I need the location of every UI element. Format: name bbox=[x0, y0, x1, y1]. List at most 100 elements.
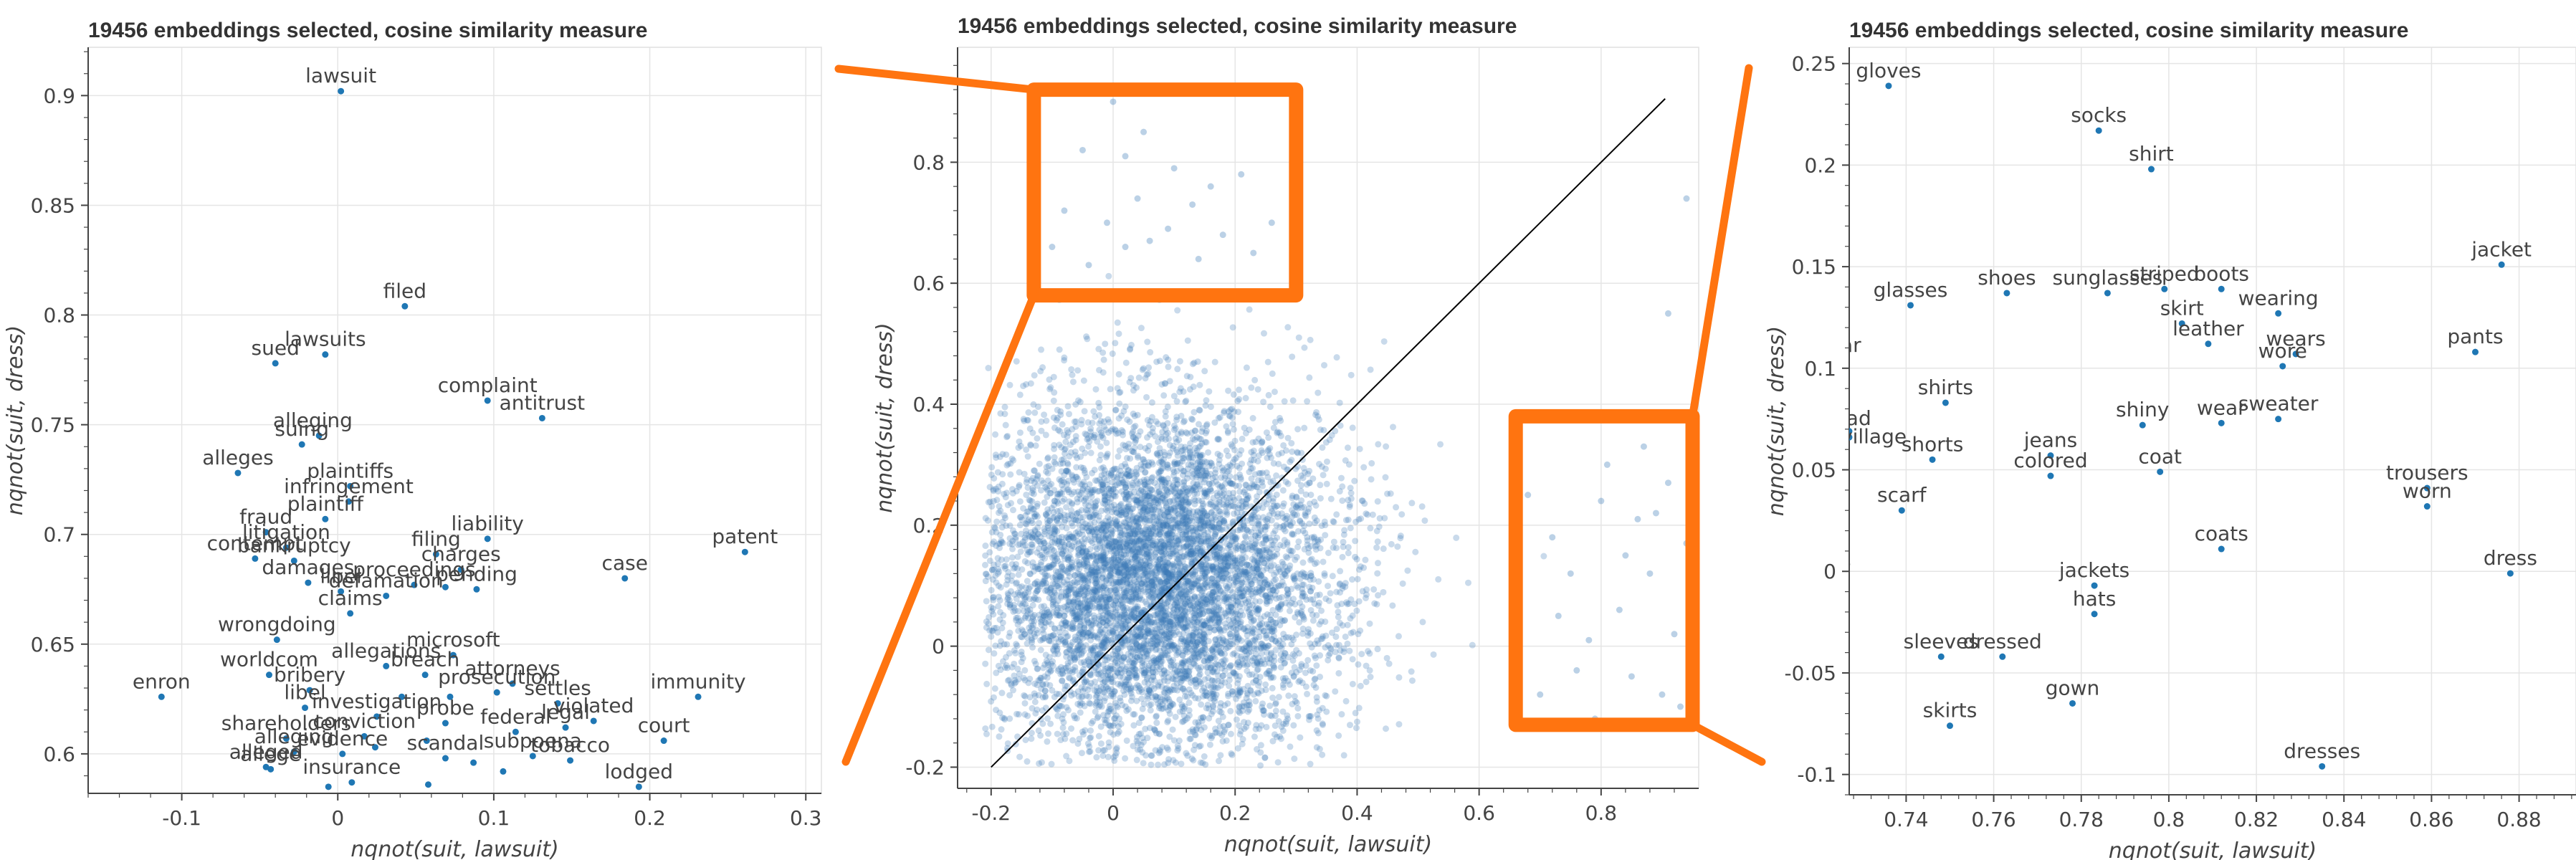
data-point bbox=[509, 680, 516, 687]
data-point bbox=[1131, 444, 1138, 452]
data-point bbox=[1239, 555, 1246, 563]
data-point bbox=[1404, 567, 1411, 574]
data-point bbox=[1305, 505, 1312, 512]
data-point bbox=[339, 750, 346, 758]
data-point bbox=[1092, 386, 1099, 393]
data-point bbox=[1165, 363, 1172, 371]
data-point bbox=[1013, 358, 1020, 365]
data-point bbox=[1069, 439, 1077, 446]
data-point bbox=[1130, 512, 1137, 520]
data-point bbox=[1234, 661, 1241, 668]
data-point bbox=[1053, 611, 1060, 618]
data-point bbox=[1195, 612, 1202, 619]
data-point bbox=[1085, 658, 1092, 665]
data-point bbox=[1306, 467, 1313, 474]
data-point bbox=[1024, 604, 1031, 611]
data-point bbox=[1327, 590, 1334, 597]
data-point bbox=[1037, 368, 1044, 375]
word-label: libel bbox=[320, 564, 361, 588]
data-point bbox=[1257, 742, 1264, 749]
data-point bbox=[1180, 516, 1187, 523]
data-point bbox=[1092, 699, 1099, 707]
word-labels: lawsuitfiledlawsuitssuedcomplaintantitru… bbox=[133, 64, 778, 783]
data-point bbox=[1099, 520, 1107, 527]
data-point bbox=[1201, 522, 1208, 530]
data-point bbox=[1228, 609, 1235, 616]
data-point bbox=[1179, 497, 1186, 504]
data-point bbox=[1178, 606, 1186, 613]
data-point bbox=[1170, 483, 1177, 490]
word-label: microsoft bbox=[406, 628, 500, 651]
data-point bbox=[1223, 447, 1230, 454]
data-point bbox=[1041, 545, 1048, 552]
word-label: alleges bbox=[202, 446, 274, 469]
data-point bbox=[1004, 740, 1011, 747]
data-point bbox=[1179, 666, 1186, 674]
data-point bbox=[1211, 530, 1218, 538]
data-point bbox=[1133, 756, 1140, 763]
data-point bbox=[1176, 696, 1183, 703]
data-point bbox=[1293, 582, 1300, 589]
data-point bbox=[1231, 408, 1238, 415]
data-point bbox=[1271, 388, 1278, 396]
data-point bbox=[1070, 489, 1077, 496]
data-point bbox=[1107, 386, 1114, 393]
data-point bbox=[1227, 625, 1234, 632]
data-point bbox=[1092, 558, 1099, 565]
data-point bbox=[1057, 512, 1064, 520]
data-point bbox=[1203, 397, 1210, 404]
data-point bbox=[1031, 467, 1038, 474]
word-label: lodged bbox=[605, 760, 673, 783]
data-point bbox=[1231, 426, 1238, 433]
data-point bbox=[1195, 654, 1202, 661]
data-point bbox=[993, 518, 1001, 525]
data-point bbox=[1127, 608, 1135, 615]
data-point bbox=[322, 351, 329, 358]
data-point bbox=[1174, 307, 1181, 314]
data-point bbox=[1076, 735, 1083, 742]
data-point bbox=[1067, 646, 1074, 654]
data-point bbox=[1075, 592, 1082, 599]
data-point bbox=[1310, 668, 1317, 675]
data-point bbox=[1363, 678, 1370, 685]
data-point bbox=[1133, 605, 1140, 612]
data-point bbox=[1206, 480, 1213, 487]
data-point bbox=[1024, 712, 1031, 720]
data-point bbox=[1202, 580, 1209, 587]
data-point bbox=[1094, 670, 1101, 677]
data-point bbox=[1035, 727, 1042, 734]
data-point bbox=[1380, 545, 1387, 553]
data-point bbox=[1179, 499, 1186, 506]
data-point bbox=[1158, 381, 1165, 388]
data-point bbox=[1126, 532, 1133, 539]
data-point bbox=[1019, 626, 1026, 634]
word-label: evidence bbox=[297, 727, 388, 750]
data-point bbox=[1226, 593, 1233, 601]
data-point bbox=[1156, 694, 1163, 701]
data-point bbox=[1143, 685, 1150, 692]
data-point bbox=[999, 518, 1006, 525]
data-point bbox=[345, 498, 352, 505]
data-point bbox=[1280, 441, 1287, 449]
data-point bbox=[1194, 532, 1201, 539]
data-point bbox=[1172, 713, 1179, 720]
data-point bbox=[1148, 752, 1155, 759]
data-point bbox=[1099, 747, 1107, 754]
data-point bbox=[1373, 527, 1380, 535]
data-point bbox=[1252, 725, 1259, 732]
data-point bbox=[1201, 492, 1208, 500]
data-point bbox=[1301, 424, 1308, 431]
data-point bbox=[1244, 570, 1251, 577]
data-point bbox=[1164, 522, 1171, 530]
word-label: bankruptcy bbox=[237, 533, 351, 557]
data-point bbox=[1244, 631, 1251, 639]
data-point bbox=[1248, 475, 1255, 482]
data-point bbox=[1191, 571, 1198, 578]
data-point bbox=[1112, 699, 1119, 707]
data-point bbox=[1293, 631, 1300, 639]
data-point bbox=[1157, 597, 1164, 604]
word-label: infringement bbox=[284, 474, 414, 498]
data-point bbox=[1193, 676, 1200, 683]
data-point bbox=[1137, 563, 1144, 570]
data-point bbox=[1093, 550, 1100, 558]
